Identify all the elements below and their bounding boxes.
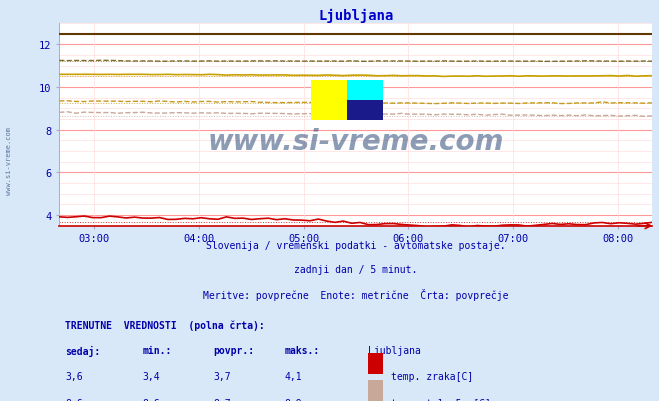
Text: 3,4: 3,4 (142, 371, 160, 381)
Text: 4,1: 4,1 (285, 371, 302, 381)
Text: min.:: min.: (142, 345, 172, 355)
Bar (312, 81, 347, 121)
Text: www.si-vreme.com: www.si-vreme.com (208, 128, 504, 155)
Text: TRENUTNE  VREDNOSTI  (polna črta):: TRENUTNE VREDNOSTI (polna črta): (65, 319, 265, 330)
Text: temp. tal  5cm[C]: temp. tal 5cm[C] (391, 398, 492, 401)
Text: www.si-vreme.com: www.si-vreme.com (5, 126, 12, 194)
Text: zadnji dan / 5 minut.: zadnji dan / 5 minut. (294, 264, 418, 274)
Text: maks.:: maks.: (285, 345, 320, 355)
Text: 3,7: 3,7 (214, 371, 231, 381)
Bar (368, 380, 382, 401)
Text: 8,9: 8,9 (285, 398, 302, 401)
Text: povpr.:: povpr.: (214, 345, 254, 355)
Text: 3,6: 3,6 (65, 371, 83, 381)
Title: Ljubljana: Ljubljana (318, 9, 393, 23)
Text: Ljubljana: Ljubljana (368, 345, 420, 355)
Bar (347, 101, 382, 121)
Text: 8,6: 8,6 (65, 398, 83, 401)
Text: Meritve: povprečne  Enote: metrične  Črta: povprečje: Meritve: povprečne Enote: metrične Črta:… (203, 289, 509, 301)
Bar (347, 81, 382, 101)
Text: 8,6: 8,6 (142, 398, 160, 401)
Bar (368, 353, 382, 375)
Text: temp. zraka[C]: temp. zraka[C] (391, 371, 474, 381)
Text: 8,7: 8,7 (214, 398, 231, 401)
Text: sedaj:: sedaj: (65, 345, 100, 356)
Text: Slovenija / vremenski podatki - avtomatske postaje.: Slovenija / vremenski podatki - avtomats… (206, 240, 505, 250)
